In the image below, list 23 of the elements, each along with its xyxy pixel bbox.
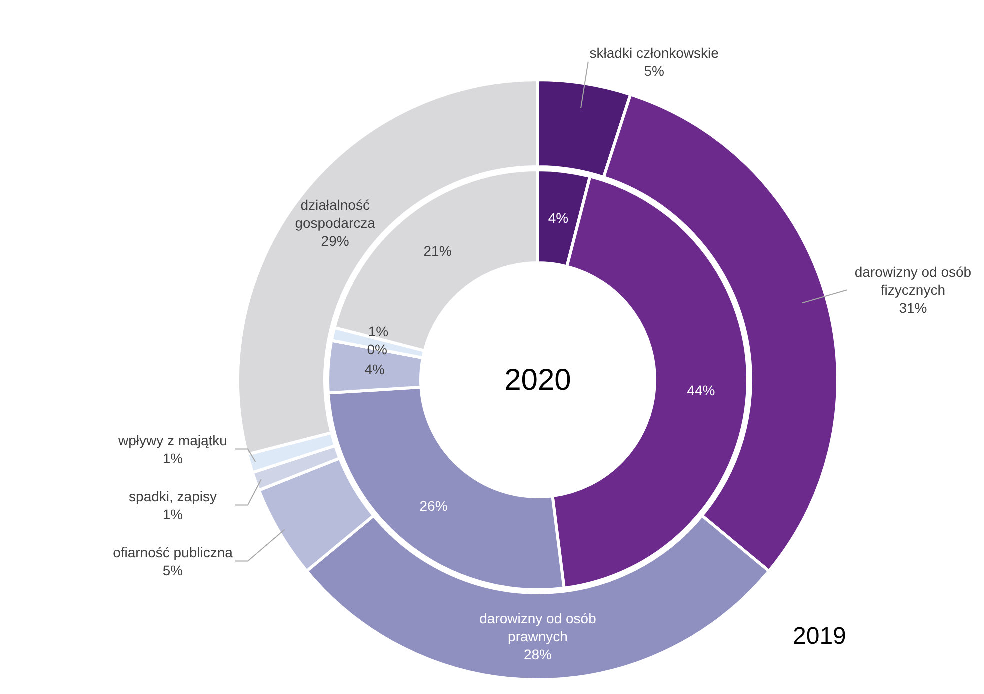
slice-label: darowizny od osób fizycznych [854,264,972,298]
data-label: 28% [524,646,552,662]
text: 0% [367,341,388,358]
slice-label: 2019 [793,623,846,650]
data-label: 1% [162,450,184,466]
data-label: 44% [687,382,716,398]
data-label: 4% [548,210,569,226]
data-label: 31% [899,300,928,316]
slice-label: darowizny od osób prawnych [480,610,597,644]
data-label: 26% [420,498,448,514]
slice-label: 2020 [504,364,572,397]
data-label: 1% [162,506,184,522]
slice-label: ofiarność publiczna [113,544,234,560]
data-label: 4% [364,362,385,378]
slice-label: spadki, zapisy [129,488,217,504]
data-label: 1% [368,323,389,340]
data-label: 5% [162,562,184,578]
data-label: 21% [424,242,452,259]
slice-label: składki członkowskie [590,44,720,61]
data-label: 5% [644,62,664,79]
slice-label: działalność gospodarcza [295,196,376,231]
slice-label: wpływy z majątku [118,432,228,448]
data-label: 29% [321,232,350,249]
